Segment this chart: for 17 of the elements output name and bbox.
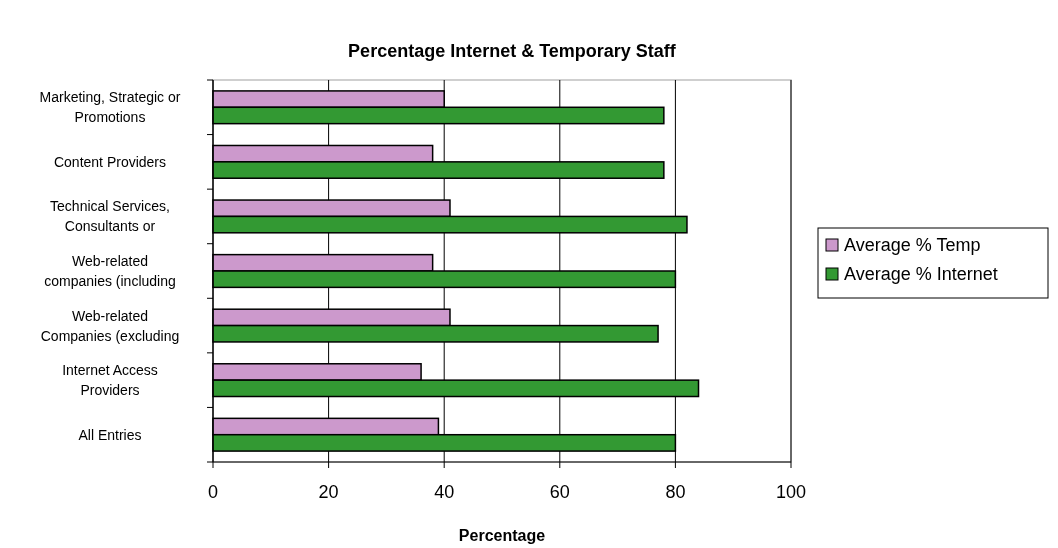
y-tick-label: Content Providers [53, 153, 167, 170]
y-tick-label: Internet Access Providers [62, 362, 158, 399]
x-tick-label: 100 [775, 482, 807, 502]
y-tick-label: Technical Services, Consultants or [50, 198, 170, 235]
y-tick-label: All Entries [78, 426, 142, 443]
legend-label: Average % Internet [844, 264, 998, 284]
x-axis-title: Percentage [458, 527, 546, 544]
x-tick-label: 80 [665, 482, 686, 502]
y-tick-label: Web-related Companies (excluding [40, 307, 180, 344]
legend-label: Average % Temp [844, 235, 981, 255]
x-tick-label: 40 [434, 482, 455, 502]
x-tick-label: 0 [207, 482, 219, 502]
x-tick-label: 60 [549, 482, 570, 502]
chart-title: Percentage Internet & Temporary Staff [348, 41, 677, 61]
y-tick-label: Marketing, Strategic or Promotions [39, 89, 181, 126]
x-tick-label: 20 [318, 482, 339, 502]
y-tick-label: Web-related companies (including [44, 253, 176, 289]
